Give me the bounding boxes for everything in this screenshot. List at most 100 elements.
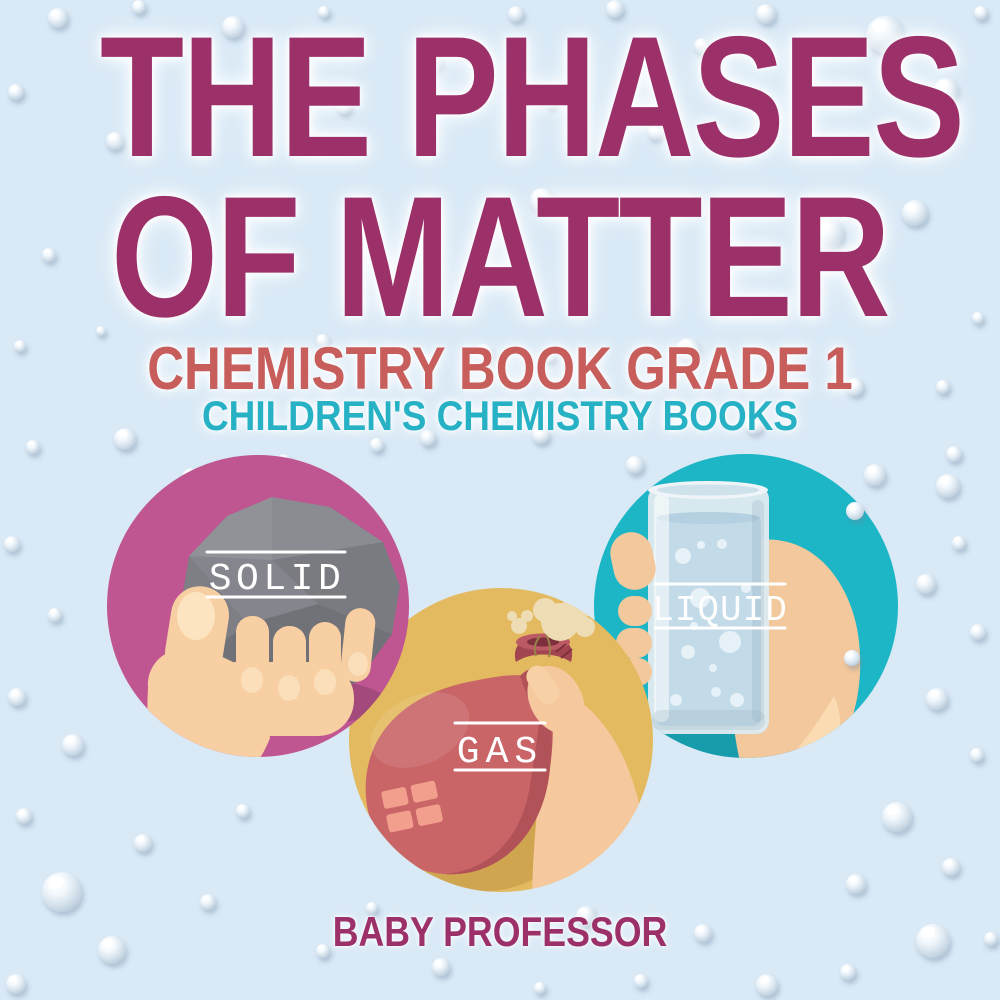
water-droplet xyxy=(366,902,378,914)
liquid-circle-group: LIQUID xyxy=(594,454,898,758)
water-droplet xyxy=(926,688,948,710)
water-droplet xyxy=(744,414,764,434)
water-droplet xyxy=(26,440,40,454)
title-line-2: OF MATTER xyxy=(111,160,891,353)
water-droplet xyxy=(508,6,524,22)
subtitle-text: CHEMISTRY BOOK GRADE 1 xyxy=(147,335,853,402)
balloon-patches xyxy=(381,780,443,833)
water-droplet xyxy=(316,944,330,958)
water-droplet xyxy=(634,974,648,988)
water-droplet xyxy=(545,96,557,108)
water-droplet xyxy=(936,380,950,394)
water-droplet xyxy=(984,932,998,946)
water-droplet xyxy=(942,858,960,876)
publisher-text: BABY PROFESSOR xyxy=(332,908,668,955)
water-droplet xyxy=(296,92,306,102)
water-droplet xyxy=(200,894,216,910)
water-droplet xyxy=(902,200,928,226)
water-droplet xyxy=(96,326,106,336)
water-droplet xyxy=(336,98,352,114)
water-droplet xyxy=(532,426,550,444)
water-droplet xyxy=(316,334,330,348)
phases-illustration: LIQUID xyxy=(107,454,898,892)
water-droplet xyxy=(882,802,912,832)
water-droplet xyxy=(8,84,24,100)
book-series: CHILDREN'S CHEMISTRY BOOKS xyxy=(0,392,1000,440)
water-droplet xyxy=(974,6,988,20)
solid-circle-group: SOLID xyxy=(107,455,409,757)
water-droplet xyxy=(840,964,856,980)
glass-of-water xyxy=(648,481,769,734)
water-droplet xyxy=(42,872,82,912)
thumb-nail xyxy=(177,592,215,640)
water-droplet xyxy=(370,438,384,452)
liquid-label: LIQUID xyxy=(652,590,788,631)
water-bubbles xyxy=(670,539,751,707)
water-droplet xyxy=(866,16,904,54)
water-droplet xyxy=(694,38,710,54)
title-line-1: THE PHASES xyxy=(100,1,965,193)
water-droplet xyxy=(222,16,244,38)
water-droplet xyxy=(114,428,136,450)
gas-label: GAS xyxy=(457,731,543,774)
series-text: CHILDREN'S CHEMISTRY BOOKS xyxy=(201,392,799,439)
water-droplet xyxy=(916,574,936,594)
water-droplet xyxy=(846,502,864,520)
water-droplet xyxy=(318,6,330,18)
water-droplet xyxy=(4,536,20,552)
water-droplet xyxy=(6,974,26,994)
solid-label: SOLID xyxy=(209,558,346,601)
water-droplet xyxy=(946,446,962,462)
water-droplet xyxy=(626,456,644,474)
water-droplet xyxy=(844,650,860,666)
water-droplet xyxy=(846,378,864,396)
gas-circle-group: GAS xyxy=(349,588,653,892)
book-title: THE PHASES OF MATTER xyxy=(0,1,1000,353)
water-droplet xyxy=(916,924,950,958)
publisher-name: BABY PROFESSOR xyxy=(0,908,1000,956)
water-droplet xyxy=(106,132,124,150)
water-droplet xyxy=(236,804,250,818)
water-droplet xyxy=(420,50,442,72)
water-droplet xyxy=(606,0,624,18)
water-droplet xyxy=(952,536,966,550)
water-droplet xyxy=(474,344,494,364)
water-droplet xyxy=(970,748,984,762)
water-droplet xyxy=(16,808,32,824)
gas-motion-lines xyxy=(533,634,551,658)
water-droplet xyxy=(972,312,984,324)
water-droplet xyxy=(756,4,776,24)
water-droplet xyxy=(530,188,554,212)
water-droplet xyxy=(936,474,960,498)
water-droplet xyxy=(648,124,664,140)
water-droplet xyxy=(534,982,546,994)
water-droplet xyxy=(14,340,26,352)
water-droplet xyxy=(846,874,866,894)
water-droplet xyxy=(756,974,778,996)
water-droplet xyxy=(42,248,56,262)
water-droplet xyxy=(934,78,958,102)
water-droplet xyxy=(132,0,146,14)
water-droplet xyxy=(134,834,152,852)
solid-hand xyxy=(147,586,376,757)
water-droplet xyxy=(970,624,986,640)
water-droplet xyxy=(48,608,62,622)
water-droplet xyxy=(432,958,450,976)
water-droplet xyxy=(812,218,844,250)
water-droplet xyxy=(420,430,436,446)
gas-hand-grip xyxy=(526,665,585,735)
book-subtitle: CHEMISTRY BOOK GRADE 1 xyxy=(0,334,1000,403)
water-droplet xyxy=(8,688,26,706)
water-droplet xyxy=(864,464,886,486)
water-droplet xyxy=(62,734,84,756)
water-droplet xyxy=(48,8,68,28)
water-droplet xyxy=(542,348,556,362)
water-droplet xyxy=(576,906,596,926)
water-droplet xyxy=(676,338,700,362)
finger-nails xyxy=(241,652,368,701)
water-droplet xyxy=(98,936,126,964)
water-droplet xyxy=(694,924,712,942)
